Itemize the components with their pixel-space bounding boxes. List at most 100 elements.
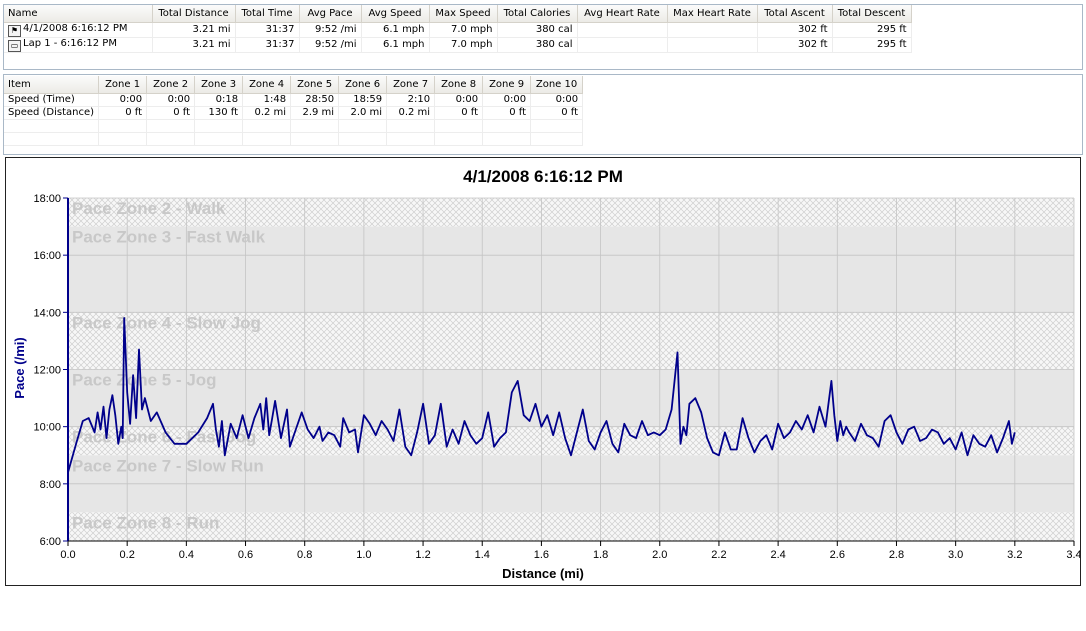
total-distance-cell: 3.21 mi (152, 37, 236, 53)
x-tick-label: 3.0 (948, 549, 963, 561)
col-header-zone-7[interactable]: Zone 7 (386, 76, 436, 94)
total-ascent-cell: 302 ft (757, 22, 833, 38)
zone-cell: 0 ft (482, 106, 532, 120)
col-header-zone-6[interactable]: Zone 6 (338, 76, 388, 94)
item-cell: Speed (Distance) (4, 106, 100, 120)
zones-header-row: Item Zone 1 Zone 2 Zone 3 Zone 4 Zone 5 … (4, 76, 584, 94)
col-header-total-calories[interactable]: Total Calories (497, 5, 578, 23)
pace-series-line (67, 317, 1016, 473)
y-tick-label: 16:00 (33, 250, 61, 262)
item-cell: Speed (Time) (4, 93, 100, 107)
avg-pace-cell: 9:52 /mi (299, 22, 362, 38)
zone-cell: 0:00 (98, 93, 148, 107)
x-tick-label: 3.4 (1066, 549, 1080, 561)
x-tick-label: 1.0 (356, 549, 371, 561)
y-axis-label: Pace (/mi) (12, 337, 27, 398)
col-header-item[interactable]: Item (4, 76, 100, 94)
avg-heart-rate-cell (577, 37, 668, 53)
total-distance-cell: 3.21 mi (152, 22, 236, 38)
max-speed-cell: 7.0 mph (429, 22, 498, 38)
max-heart-rate-cell (667, 22, 758, 38)
pace-zone-band (68, 512, 1074, 541)
pace-chart-panel: Pace Zone 2 - Walk Pace Zone 3 - Fast Wal… (5, 157, 1081, 586)
x-tick-label: 0.0 (60, 549, 75, 561)
zone-cell: 18:59 (338, 93, 388, 107)
zone-cell: 1:48 (242, 93, 292, 107)
avg-speed-cell: 6.1 mph (361, 37, 430, 53)
zone-cell: 2.9 mi (290, 106, 340, 120)
col-header-max-speed[interactable]: Max Speed (429, 5, 498, 23)
pace-chart[interactable]: Pace Zone 2 - Walk Pace Zone 3 - Fast Wal… (6, 158, 1080, 585)
table-row[interactable]: ⚑ 4/1/2008 6:16:12 PM 3.21 mi 31:37 9:52 … (4, 22, 912, 38)
col-header-zone-5[interactable]: Zone 5 (290, 76, 340, 94)
total-descent-cell: 295 ft (832, 37, 912, 53)
table-row[interactable]: ▭ Lap 1 - 6:16:12 PM 3.21 mi 31:37 9:52 /… (4, 37, 912, 53)
summary-panel (3, 4, 1083, 70)
avg-speed-cell: 6.1 mph (361, 22, 430, 38)
zone-cell: 0:00 (530, 93, 584, 107)
zone-cell: 130 ft (194, 106, 244, 120)
zone-cell: 28:50 (290, 93, 340, 107)
total-time-cell: 31:37 (235, 37, 300, 53)
x-tick-label: 2.6 (830, 549, 845, 561)
col-header-zone-8[interactable]: Zone 8 (434, 76, 484, 94)
pace-zone-band (68, 226, 1074, 313)
pace-zone-band (68, 369, 1074, 427)
total-calories-cell: 380 cal (497, 22, 578, 38)
total-descent-cell: 295 ft (832, 22, 912, 38)
x-tick-label: 1.8 (593, 549, 608, 561)
zone-cell: 0:00 (434, 93, 484, 107)
table-row[interactable]: Speed (Distance) 0 ft 0 ft 130 ft 0.2 mi… (4, 106, 584, 120)
y-tick-label: 12:00 (33, 365, 61, 377)
x-tick-label: 1.2 (415, 549, 430, 561)
x-axis-label: Distance (mi) (502, 566, 584, 581)
col-header-zone-9[interactable]: Zone 9 (482, 76, 532, 94)
zone-cell: 0:00 (146, 93, 196, 107)
lap-icon: ▭ (8, 40, 21, 52)
col-header-total-descent[interactable]: Total Descent (832, 5, 912, 23)
chart-title: 4/1/2008 6:16:12 PM (463, 167, 623, 186)
col-header-avg-pace[interactable]: Avg Pace (299, 5, 362, 23)
table-row (4, 119, 584, 133)
x-tick-label: 2.4 (770, 549, 785, 561)
y-tick-label: 10:00 (33, 422, 61, 434)
zone-cell: 0 ft (146, 106, 196, 120)
table-row[interactable]: Speed (Time) 0:00 0:00 0:18 1:48 28:50 1… (4, 93, 584, 107)
zone-cell: 0:00 (482, 93, 532, 107)
col-header-zone-1[interactable]: Zone 1 (98, 76, 148, 94)
pace-zone-label: Pace Zone 7 - Slow Run (72, 456, 264, 475)
max-speed-cell: 7.0 mph (429, 37, 498, 53)
col-header-total-ascent[interactable]: Total Ascent (757, 5, 833, 23)
col-header-zone-10[interactable]: Zone 10 (530, 76, 584, 94)
col-header-avg-heart-rate[interactable]: Avg Heart Rate (577, 5, 668, 23)
col-header-avg-speed[interactable]: Avg Speed (361, 5, 430, 23)
col-header-zone-3[interactable]: Zone 3 (194, 76, 244, 94)
x-tick-label: 3.2 (1007, 549, 1022, 561)
total-time-cell: 31:37 (235, 22, 300, 38)
total-calories-cell: 380 cal (497, 37, 578, 53)
zone-cell: 0.2 mi (386, 106, 436, 120)
col-header-max-heart-rate[interactable]: Max Heart Rate (667, 5, 758, 23)
table-row (4, 132, 584, 146)
y-tick-label: 8:00 (40, 479, 61, 491)
col-header-name[interactable]: Name (4, 5, 153, 23)
col-header-total-distance[interactable]: Total Distance (152, 5, 236, 23)
run-activity-icon: ⚑ (8, 25, 21, 37)
col-header-zone-4[interactable]: Zone 4 (242, 76, 292, 94)
zone-cell: 0 ft (434, 106, 484, 120)
zones-table: Item Zone 1 Zone 2 Zone 3 Zone 4 Zone 5 … (4, 76, 584, 146)
y-tick-label: 14:00 (33, 307, 61, 319)
col-header-total-time[interactable]: Total Time (235, 5, 300, 23)
zone-cell: 0.2 mi (242, 106, 292, 120)
x-tick-label: 0.2 (120, 549, 135, 561)
avg-heart-rate-cell (577, 22, 668, 38)
pace-zone-label: Pace Zone 4 - Slow Jog (72, 313, 261, 332)
pace-zone-label: Pace Zone 5 - Jog (72, 371, 217, 390)
row-name-cell: ⚑ 4/1/2008 6:16:12 PM (4, 22, 153, 38)
y-tick-label: 6:00 (40, 536, 61, 548)
zone-cell: 2:10 (386, 93, 436, 107)
col-header-zone-2[interactable]: Zone 2 (146, 76, 196, 94)
x-tick-label: 0.4 (179, 549, 194, 561)
x-tick-label: 2.8 (889, 549, 904, 561)
zone-cell: 0 ft (530, 106, 584, 120)
